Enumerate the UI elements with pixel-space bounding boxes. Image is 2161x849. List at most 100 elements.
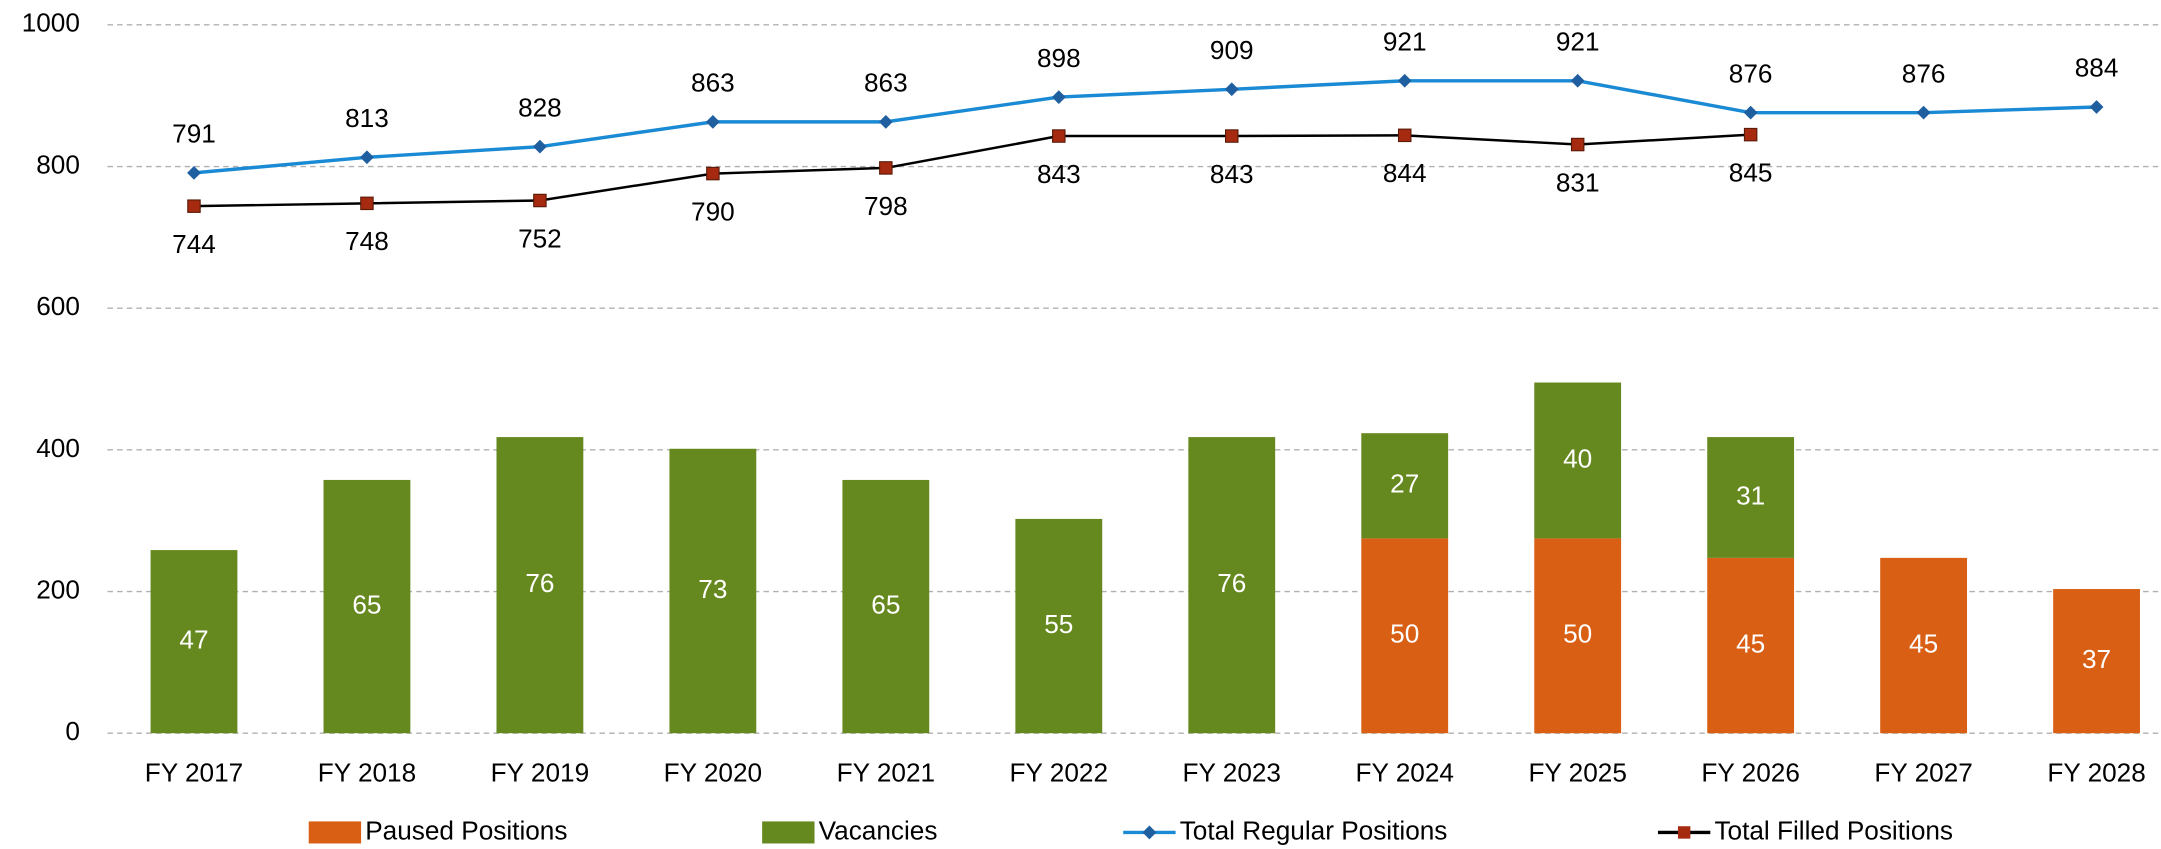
x-tick-label: FY 2027 xyxy=(1874,757,1972,787)
legend-label: Paused Positions xyxy=(365,815,567,845)
bar xyxy=(2053,589,2140,734)
line-value-label: 813 xyxy=(345,103,389,133)
bar xyxy=(1361,433,1449,539)
line-value-label: 845 xyxy=(1729,158,1773,188)
line-value-label: 828 xyxy=(518,92,562,122)
bar-value-label: 76 xyxy=(1217,568,1246,598)
line-value-label: 748 xyxy=(345,226,389,256)
x-tick-label: FY 2017 xyxy=(145,757,243,787)
legend-label: Vacancies xyxy=(819,815,938,845)
y-tick-label: 800 xyxy=(36,149,80,179)
bar xyxy=(1880,557,1968,734)
marker xyxy=(360,150,374,165)
bar-value-label: 55 xyxy=(1044,609,1073,639)
legend-swatch xyxy=(762,821,815,844)
bar-value-label: 76 xyxy=(525,568,554,598)
line-value-label: 863 xyxy=(691,68,735,98)
marker xyxy=(1051,90,1066,104)
bar xyxy=(323,479,411,734)
legend-label: Total Filled Positions xyxy=(1714,815,1953,845)
bar xyxy=(669,448,757,734)
line xyxy=(193,133,1751,208)
legend-swatch xyxy=(308,821,362,844)
bar-value-label: 65 xyxy=(871,589,900,619)
marker xyxy=(705,114,720,129)
bar-value-label: 45 xyxy=(1909,628,1938,658)
marker xyxy=(1570,137,1585,152)
line-value-label: 921 xyxy=(1556,26,1600,56)
marker xyxy=(1743,105,1758,120)
line-value-label: 790 xyxy=(691,196,735,226)
bar-value-label: 50 xyxy=(1563,619,1592,649)
line-value-label: 844 xyxy=(1383,158,1427,188)
marker xyxy=(533,193,547,208)
marker xyxy=(187,165,201,180)
marker xyxy=(1570,73,1585,88)
bar xyxy=(842,479,930,734)
bar-value-label: 47 xyxy=(179,625,208,655)
y-tick-label: 1000 xyxy=(22,8,80,38)
y-tick-label: 200 xyxy=(36,574,80,604)
marker xyxy=(187,199,201,213)
bar xyxy=(1015,518,1103,734)
line-value-label: 909 xyxy=(1210,35,1254,65)
bar xyxy=(1534,538,1622,734)
bar xyxy=(1188,437,1276,734)
legend-marker xyxy=(1677,826,1691,839)
x-tick-label: FY 2026 xyxy=(1701,757,1799,787)
bar xyxy=(1707,557,1795,734)
x-tick-label: FY 2028 xyxy=(2047,757,2145,787)
x-tick-label: FY 2025 xyxy=(1528,757,1626,787)
bar-value-label: 37 xyxy=(2082,644,2111,674)
bar-value-label: 73 xyxy=(698,574,727,604)
y-tick-label: 600 xyxy=(36,291,80,321)
marker xyxy=(878,114,893,129)
line-value-label: 863 xyxy=(864,68,908,98)
line-value-label: 752 xyxy=(518,223,562,253)
bar-value-label: 31 xyxy=(1736,480,1765,510)
line-value-label: 898 xyxy=(1037,43,1081,73)
line-value-label: 921 xyxy=(1383,26,1427,56)
legend-label: Total Regular Positions xyxy=(1180,815,1448,845)
marker xyxy=(1052,129,1066,143)
x-tick-label: FY 2018 xyxy=(318,757,416,787)
marker xyxy=(1397,128,1412,143)
line-value-label: 876 xyxy=(1902,58,1946,88)
marker xyxy=(2089,100,2104,114)
line-value-label: 831 xyxy=(1556,167,1600,197)
bar xyxy=(1361,538,1449,734)
marker xyxy=(1397,73,1412,88)
line-value-label: 876 xyxy=(1729,58,1773,88)
y-tick-label: 400 xyxy=(36,433,80,463)
bar-value-label: 45 xyxy=(1736,628,1765,658)
x-tick-label: FY 2022 xyxy=(1010,757,1108,787)
bar-value-label: 27 xyxy=(1390,469,1419,499)
marker xyxy=(360,196,374,211)
marker xyxy=(1225,129,1239,143)
line-value-label: 798 xyxy=(864,191,908,221)
line xyxy=(193,79,2097,175)
x-tick-label: FY 2020 xyxy=(664,757,762,787)
x-tick-label: FY 2024 xyxy=(1355,757,1453,787)
x-tick-label: FY 2023 xyxy=(1183,757,1281,787)
marker xyxy=(1743,127,1758,142)
bar-value-label: 65 xyxy=(352,589,381,619)
y-tick-label: 0 xyxy=(65,716,80,746)
line-value-label: 843 xyxy=(1210,159,1254,189)
x-tick-label: FY 2021 xyxy=(837,757,935,787)
marker xyxy=(879,161,893,175)
marker xyxy=(706,166,720,181)
line-value-label: 744 xyxy=(172,229,216,259)
bar-value-label: 50 xyxy=(1390,619,1419,649)
line-value-label: 791 xyxy=(172,119,216,149)
bar-value-label: 40 xyxy=(1563,443,1592,473)
line-value-label: 884 xyxy=(2075,53,2119,83)
bar xyxy=(496,437,584,734)
marker xyxy=(533,139,547,154)
bar xyxy=(150,550,238,734)
marker xyxy=(1224,82,1239,97)
bar xyxy=(1707,437,1795,558)
marker xyxy=(1916,105,1931,120)
